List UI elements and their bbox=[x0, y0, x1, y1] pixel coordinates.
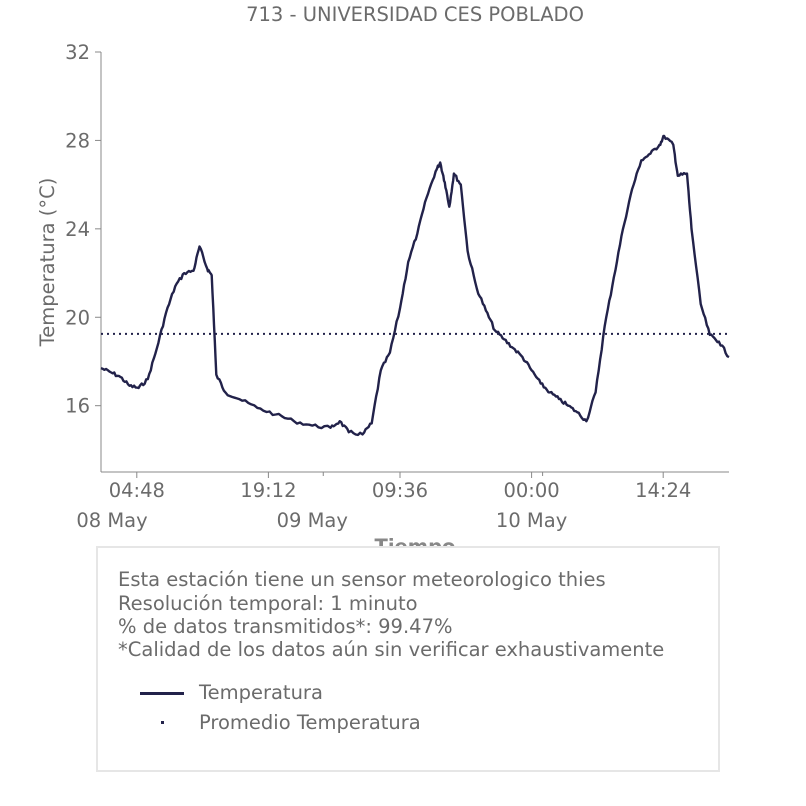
y-tick-label: 20 bbox=[65, 306, 90, 329]
x-date-label: 10 May bbox=[496, 509, 567, 532]
x-tick-label: 04:48 bbox=[109, 479, 165, 502]
x-tick-label: 14:24 bbox=[635, 479, 691, 502]
info-line-transmitted: % de datos transmitidos*: 99.47% bbox=[118, 615, 453, 638]
x-tick-label: 09:36 bbox=[372, 479, 428, 502]
temperature-series-line bbox=[100, 134, 730, 437]
y-tick-label: 32 bbox=[65, 41, 90, 64]
info-line-quality-note: *Calidad de los datos aún sin verificar … bbox=[118, 638, 665, 661]
x-tick-label: 19:12 bbox=[240, 479, 296, 502]
legend-temperature-swatch bbox=[140, 692, 184, 695]
x-axis-ticks: 04:48 19:12 09:36 00:00 14:24 08 May 09 May 10 … bbox=[76, 472, 691, 532]
y-tick-label: 28 bbox=[65, 129, 90, 152]
x-date-label: 09 May bbox=[277, 509, 348, 532]
station-info-box: Esta estación tiene un sensor meteorolog… bbox=[96, 546, 720, 772]
x-tick-label: 00:00 bbox=[503, 479, 559, 502]
x-date-label: 08 May bbox=[76, 509, 147, 532]
info-line-sensor: Esta estación tiene un sensor meteorolog… bbox=[118, 568, 606, 591]
y-tick-label: 24 bbox=[65, 218, 90, 241]
chart-title: 713 - UNIVERSIDAD CES POBLADO bbox=[246, 3, 584, 26]
legend-average-swatch bbox=[161, 721, 164, 724]
legend-average-label: Promedio Temperatura bbox=[199, 711, 421, 734]
y-axis-ticks: 16 20 24 28 32 bbox=[65, 41, 101, 418]
info-line-resolution: Resolución temporal: 1 minuto bbox=[118, 592, 418, 615]
y-tick-label: 16 bbox=[65, 395, 90, 418]
legend-temperature-label: Temperatura bbox=[199, 681, 323, 704]
y-axis-label: Temperatura (°C) bbox=[36, 178, 59, 348]
